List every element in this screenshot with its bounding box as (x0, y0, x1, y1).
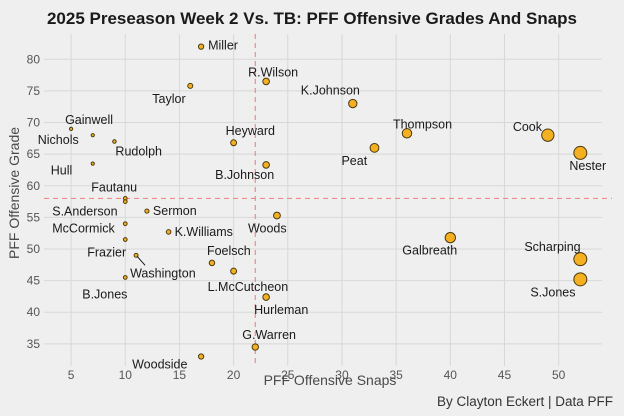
x-tick-label: 5 (68, 368, 75, 382)
axis-ticks: 5 10 15 20 25 30 35 40 45 50 35 40 45 50 55 60 65 70 75 80 (27, 52, 566, 382)
data-point (90, 133, 95, 138)
data-point (230, 267, 238, 275)
point-label: Frazier (87, 246, 126, 260)
point-label: Nichols (38, 133, 79, 147)
point-label: B.Johnson (215, 168, 274, 182)
point-label: Cook (513, 120, 543, 134)
data-point (165, 229, 172, 235)
point-label: Nester (569, 159, 606, 173)
x-axis-title: PFF Offensive Snaps (264, 372, 397, 388)
data-point (573, 252, 588, 267)
data-point (273, 211, 281, 220)
data-point (401, 128, 413, 139)
point-label: Woods (248, 221, 287, 235)
point-label: Gainwell (65, 113, 113, 127)
chart-caption: By Clayton Eckert | Data PFF (437, 394, 613, 409)
label-leader-line (136, 256, 146, 266)
x-tick-label: 50 (552, 368, 566, 382)
x-tick-label: 15 (173, 368, 187, 382)
reference-lines (44, 34, 612, 366)
x-tick-label: 30 (335, 368, 349, 382)
point-labels: Miller R.Wilson Taylor K.Johnson Gainwell Tho… (38, 39, 606, 372)
point-label: S.Anderson (52, 205, 117, 219)
data-points (68, 43, 588, 360)
data-point (251, 343, 259, 351)
y-tick-label: 65 (27, 147, 41, 161)
point-label: R.Wilson (248, 65, 298, 79)
y-tick-label: 40 (27, 305, 41, 319)
data-point (369, 142, 380, 153)
point-label: Washington (130, 266, 196, 280)
data-point (144, 208, 150, 214)
point-label: Sermon (153, 204, 197, 218)
data-point (133, 252, 139, 258)
data-point (122, 199, 128, 204)
data-point (230, 139, 238, 147)
data-point (262, 293, 270, 301)
x-tick-label: 10 (119, 368, 133, 382)
y-tick-label: 80 (27, 52, 41, 66)
point-label: Scharping (524, 240, 580, 254)
data-point (197, 353, 205, 360)
data-point (197, 43, 205, 50)
data-point (262, 161, 270, 169)
grid (44, 34, 602, 366)
data-point (573, 272, 588, 287)
y-tick-label: 60 (27, 179, 41, 193)
data-point (90, 161, 95, 166)
data-point (112, 139, 117, 144)
point-label: G.Warren (242, 328, 296, 342)
point-label: Galbreath (402, 244, 457, 258)
data-point (208, 259, 216, 267)
point-label: Fautanu (91, 180, 137, 194)
point-label: Foelsch (207, 244, 251, 258)
point-label: Thompson (393, 117, 452, 131)
y-tick-label: 55 (27, 210, 41, 224)
point-label: L.McCutcheon (208, 280, 289, 294)
y-axis-title: PFF Offensive Grade (6, 127, 22, 259)
chart-title: 2025 Preseason Week 2 Vs. TB: PFF Offens… (47, 9, 577, 28)
data-point (122, 237, 128, 242)
point-label: Heyward (226, 124, 275, 138)
data-point (444, 231, 456, 244)
point-label: B.Jones (82, 287, 127, 301)
point-label: Rudolph (115, 145, 162, 159)
data-point (122, 275, 128, 280)
x-tick-label: 20 (227, 368, 241, 382)
data-point (573, 145, 588, 160)
data-point (262, 77, 270, 86)
data-point (122, 221, 128, 227)
y-tick-label: 50 (27, 242, 41, 256)
data-point (68, 126, 74, 131)
point-label: K.Williams (175, 225, 233, 239)
point-label: Hurleman (254, 303, 308, 317)
y-tick-label: 45 (27, 274, 41, 288)
data-point (187, 82, 194, 89)
data-point (541, 128, 555, 142)
point-label: Woodside (132, 358, 187, 372)
y-tick-label: 70 (27, 116, 41, 130)
point-label: S.Jones (530, 285, 575, 299)
point-label: McCormick (52, 222, 115, 236)
point-label: K.Johnson (301, 84, 360, 98)
point-label: Miller (208, 39, 238, 53)
point-label: Hull (51, 164, 73, 178)
x-tick-label: 40 (444, 368, 458, 382)
y-tick-label: 35 (27, 337, 41, 351)
x-tick-label: 45 (498, 368, 512, 382)
point-label: Taylor (152, 92, 185, 106)
point-label: Peat (341, 154, 367, 168)
x-tick-label: 25 (281, 368, 295, 382)
y-tick-label: 75 (27, 84, 41, 98)
data-point (348, 98, 358, 109)
x-tick-label: 35 (389, 368, 403, 382)
